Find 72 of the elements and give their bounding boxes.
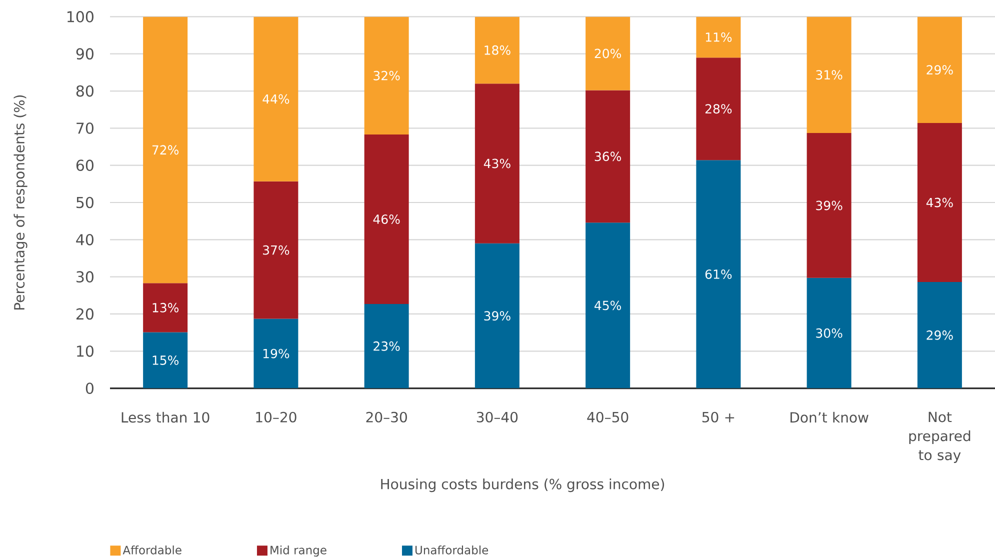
y-tick-label: 0 (86, 382, 94, 394)
data-label: 20% (594, 48, 622, 58)
data-label: 36% (594, 152, 622, 162)
y-tick-label: 40 (76, 234, 94, 246)
x-tick-label: 40–50 (587, 412, 628, 422)
y-tick-label: 80 (76, 85, 94, 97)
bar (254, 181, 298, 319)
data-label: 29% (926, 330, 953, 340)
data-label: 11% (706, 32, 732, 42)
data-label: 23% (374, 341, 400, 351)
y-tick-label: 10 (77, 345, 94, 357)
data-label: 46% (373, 214, 400, 224)
data-label: 31% (816, 70, 842, 80)
legend-label: Mid range (270, 546, 326, 557)
data-label: 44% (262, 94, 290, 104)
bar (143, 16, 188, 284)
data-label: 28% (705, 104, 732, 114)
bar (696, 58, 741, 160)
y-tick-label: 90 (76, 48, 94, 60)
x-tick-label: 10–20 (256, 412, 296, 422)
bar (586, 222, 630, 388)
data-label: 19% (263, 348, 290, 358)
bar (474, 243, 520, 388)
bar (806, 133, 852, 278)
bar (474, 84, 520, 244)
data-label: 15% (152, 356, 179, 365)
data-label: 13% (152, 302, 179, 312)
legend-label: Affordable (122, 546, 182, 554)
y-tick-label: 60 (76, 160, 94, 172)
data-label: 30% (816, 328, 842, 338)
bar (696, 16, 741, 58)
bar (586, 16, 630, 90)
bar (474, 16, 520, 84)
bar (364, 304, 409, 388)
data-label: 45% (594, 300, 622, 310)
x-tick-label: 20–30 (366, 412, 407, 422)
x-tick-label: 30–40 (476, 412, 518, 422)
data-label: 37% (263, 245, 290, 255)
bar (806, 16, 852, 134)
x-tick-label: Not prepared to say (909, 412, 970, 463)
y-tick-label: 50 (76, 196, 94, 208)
data-label: 29% (926, 65, 953, 75)
y-tick-label: 20 (76, 308, 94, 320)
bar (254, 16, 298, 182)
data-label: 43% (484, 158, 510, 168)
bar (917, 16, 962, 123)
bar (143, 332, 188, 388)
x-tick-label: Less than 10 (122, 412, 210, 423)
bar (917, 122, 962, 282)
data-label: 32% (374, 70, 400, 80)
bar (364, 16, 409, 134)
bar (143, 283, 188, 332)
bar (254, 318, 298, 388)
x-tick-label: Don’t know (790, 412, 868, 423)
bar (806, 278, 852, 388)
y-tick-label: 30 (76, 271, 94, 282)
y-tick-label: 70 (76, 122, 94, 134)
data-label: 72% (152, 145, 179, 155)
data-label: 18% (484, 45, 510, 55)
bar (917, 282, 962, 388)
data-label: 39% (816, 200, 842, 210)
bar (364, 134, 409, 304)
x-tick-label: 50 + (702, 412, 734, 422)
data-label: 43% (926, 198, 953, 208)
y-axis-title: Percentage of respondents (%) (14, 95, 28, 310)
x-axis-title: Housing costs burdens (% gross income) (381, 478, 664, 492)
data-label: 39% (484, 311, 510, 321)
legend-label: Unaffordable (415, 546, 488, 554)
bar (586, 90, 630, 223)
data-label: 61% (705, 269, 732, 279)
y-tick-label: 100 (67, 11, 94, 22)
bar (696, 160, 741, 388)
